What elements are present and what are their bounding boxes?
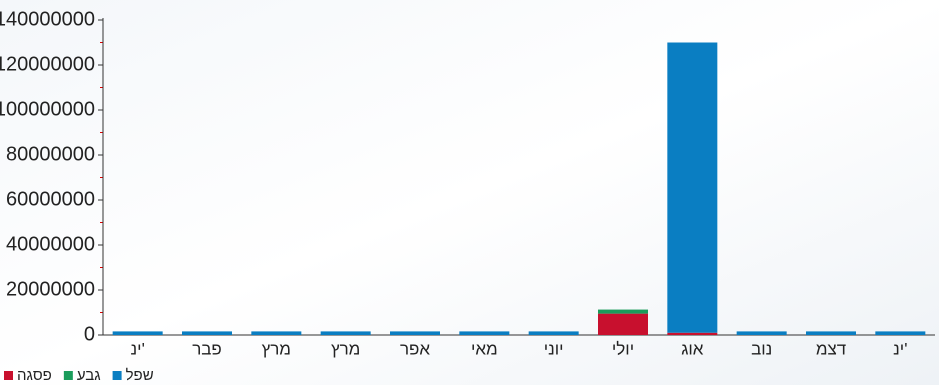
x-tick-label: מרץ: [331, 339, 360, 358]
x-tick-label: מרץ: [262, 339, 291, 358]
y-tick-label: 80000000: [6, 143, 95, 165]
bar-segment: [667, 332, 718, 335]
y-tick-label: 20000000: [6, 278, 95, 300]
bar-segment: [736, 331, 787, 335]
legend-swatch: [4, 371, 13, 380]
bar-segment: [320, 331, 371, 335]
bar-segment: [112, 331, 163, 335]
legend-swatch: [112, 371, 122, 380]
legend-label: גבע: [77, 367, 101, 384]
bar-segment: [459, 331, 510, 335]
x-tick-label: אפר: [400, 339, 430, 358]
x-tick-label: ינ': [131, 339, 145, 358]
x-tick-label: דצמ: [816, 339, 846, 358]
bar-segment: [806, 331, 856, 335]
bar-segment: [875, 331, 926, 335]
bar-segment: [528, 331, 579, 335]
bar-segment: [598, 313, 648, 335]
x-tick-label: פבר: [192, 339, 222, 358]
legend-label: שפל: [126, 367, 154, 384]
bar-segment: [251, 331, 302, 335]
bar-segment: [390, 331, 440, 335]
bar-segment: [667, 42, 718, 333]
y-tick-label: 140000000: [0, 8, 95, 30]
y-tick-label: 100000000: [0, 98, 95, 120]
x-tick-label: יוני: [544, 339, 564, 358]
bar-segment: [182, 331, 232, 335]
y-tick-label: 120000000: [0, 53, 95, 75]
x-tick-label: מאי: [471, 339, 498, 358]
legend-swatch: [63, 371, 73, 380]
x-tick-label: נוב: [751, 339, 772, 358]
x-tick-label: יולי: [612, 339, 634, 358]
bar-segment: [598, 309, 648, 314]
x-tick-label: אוג: [681, 339, 704, 358]
x-tick-label: ינ': [893, 339, 907, 358]
y-tick-label: 0: [84, 323, 95, 345]
y-tick-label: 60000000: [6, 188, 95, 210]
legend-label: פסגה: [17, 367, 52, 384]
y-tick-label: 40000000: [6, 233, 95, 255]
